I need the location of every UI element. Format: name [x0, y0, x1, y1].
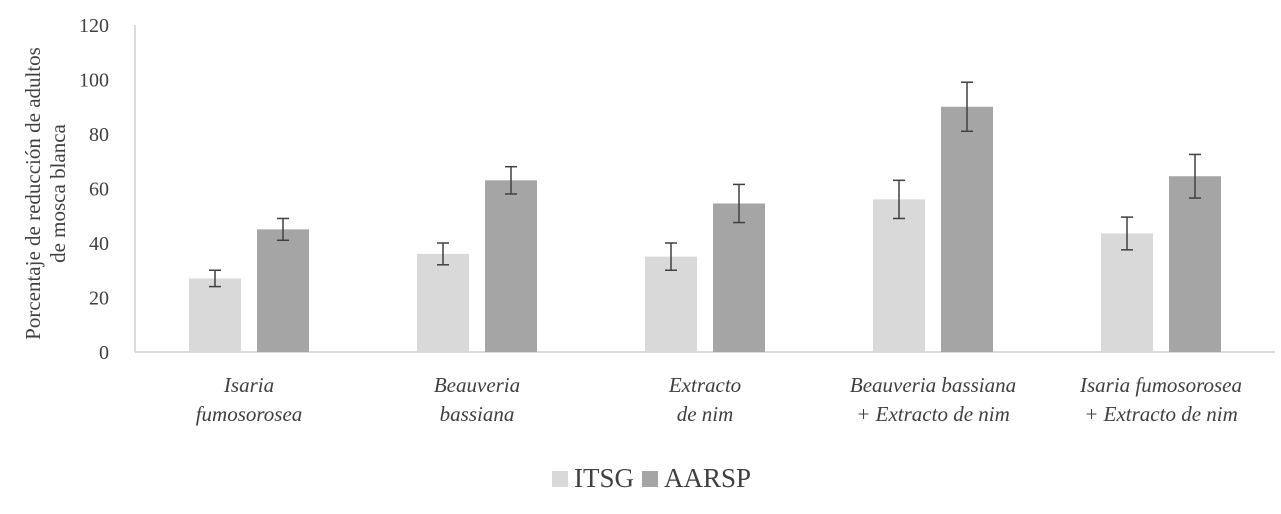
- bar-aarsp: [1169, 176, 1221, 352]
- error-bars: [209, 81, 1201, 288]
- bar-itsg: [189, 278, 241, 352]
- bar-aarsp: [257, 229, 309, 352]
- y-axis-label-line: Porcentaje de reducción de adultos: [21, 47, 45, 340]
- category-label-line: Isaria: [223, 373, 274, 397]
- legend-swatch-itsg: [552, 471, 568, 487]
- y-axis-ticks: 0 20 40 60 80 100 120: [79, 15, 109, 364]
- bar-itsg: [417, 253, 469, 352]
- category-labels: Isaria fumosorosea Beauveria bassiana Extrac…: [196, 373, 1242, 426]
- y-tick-label: 120: [79, 15, 109, 37]
- legend-label-itsg: ITSG: [574, 463, 634, 493]
- bar-itsg: [1101, 233, 1153, 352]
- bars: [189, 106, 1221, 352]
- y-tick-label: 100: [79, 70, 109, 92]
- axes: [134, 25, 1275, 353]
- category-label-line: Isaria fumosorosea: [1079, 373, 1242, 397]
- bar-itsg: [873, 199, 925, 352]
- y-tick-label: 60: [89, 179, 109, 201]
- category-label-line: + Extracto de nim: [856, 402, 1010, 426]
- y-tick-label: 80: [89, 124, 109, 146]
- y-tick-label: 20: [89, 288, 109, 310]
- category-label-line: Extracto: [668, 373, 741, 397]
- category-label-line: de nim: [677, 402, 734, 426]
- category-label-line: Beauveria: [434, 373, 520, 397]
- y-tick-label: 0: [99, 342, 109, 364]
- legend-swatch-aarsp: [642, 471, 658, 487]
- category-label-line: bassiana: [440, 402, 515, 426]
- legend: ITSG AARSP: [552, 463, 751, 493]
- category-label-line: + Extracto de nim: [1084, 402, 1238, 426]
- category-label-line: Beauveria bassiana: [850, 373, 1016, 397]
- bar-itsg: [645, 256, 697, 352]
- y-axis-label-line: de mosca blanca: [46, 123, 70, 262]
- bar-aarsp: [941, 106, 993, 352]
- legend-label-aarsp: AARSP: [664, 463, 751, 493]
- bar-aarsp: [485, 180, 537, 352]
- category-label-line: fumosorosea: [196, 402, 303, 426]
- y-tick-label: 40: [89, 233, 109, 255]
- y-axis-label: Porcentaje de reducción de adultos de mos…: [21, 47, 70, 340]
- bar-aarsp: [713, 203, 765, 352]
